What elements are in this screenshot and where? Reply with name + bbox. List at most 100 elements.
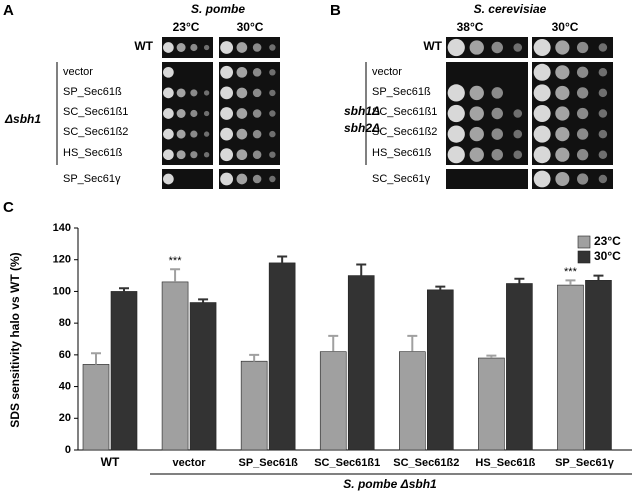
bar (506, 283, 533, 451)
plate (219, 169, 280, 189)
colony-spot (236, 128, 248, 140)
colony-spot (220, 107, 234, 120)
colony-spot (203, 90, 210, 96)
bar (110, 291, 138, 451)
colony-spot (236, 173, 248, 185)
colony-spot (236, 66, 248, 78)
colony-spot (203, 44, 210, 51)
colony-spot (533, 104, 551, 123)
y-tick-label: 120 (53, 254, 71, 266)
colony-spot (236, 108, 248, 119)
row-label: vector (372, 66, 402, 78)
colony-spot (555, 106, 570, 121)
column-label: 30°C (552, 20, 579, 34)
colony-spot (555, 40, 570, 55)
plate (162, 37, 213, 58)
colony-spot (469, 126, 484, 142)
bar (557, 284, 584, 451)
colony-spot (203, 131, 210, 137)
colony-spot (555, 85, 570, 100)
colony-spot (555, 127, 570, 142)
colony-spot (469, 85, 484, 101)
colony-spot (513, 109, 523, 118)
colony-spot (577, 173, 589, 185)
bar (478, 357, 505, 451)
colony-spot (252, 109, 262, 118)
x-tick-label: SP_Sec61ß (238, 457, 298, 469)
colony-spot (220, 65, 234, 79)
legend-swatch (577, 235, 591, 249)
colony-spot (447, 38, 465, 57)
colony-spot (252, 88, 262, 98)
panel-label: B (330, 2, 341, 19)
colony-spot (533, 170, 551, 188)
colony-spot (269, 44, 276, 51)
colony-spot (576, 87, 589, 99)
row-label: SP_Sec61γ (63, 173, 121, 185)
error-bar (119, 287, 129, 292)
colony-spot (176, 109, 186, 118)
bar (82, 364, 110, 451)
colony-spot (598, 88, 608, 98)
error-bar (593, 274, 604, 281)
colony-spot (513, 129, 523, 139)
colony-spot (236, 87, 248, 99)
colony-spot (190, 151, 198, 159)
plate (219, 37, 280, 58)
bar (347, 275, 375, 451)
colony-spot (533, 125, 551, 143)
colony-spot (252, 129, 262, 139)
x-tick-label: SP_Sec61γ (555, 457, 615, 469)
row-label: SP_Sec61ß (63, 86, 122, 98)
bar (240, 360, 268, 451)
group-label: S. pombe Δsbh1 (343, 477, 437, 491)
colony-spot (469, 106, 484, 121)
colony-spot (598, 129, 608, 139)
panel-title: S. pombe (191, 2, 245, 16)
error-bar (486, 354, 497, 359)
colony-spot (469, 147, 484, 162)
colony-spot (269, 130, 276, 138)
colony-spot (252, 68, 262, 77)
colony-spot (491, 87, 503, 99)
colony-spot (252, 150, 262, 159)
colony-spot (220, 172, 234, 186)
plate (446, 169, 528, 189)
colony-spot (203, 152, 210, 158)
colony-spot (555, 172, 570, 186)
colony-spot (491, 128, 503, 140)
colony-spot (163, 108, 174, 119)
x-tick-label: SC_Sec61ß1 (314, 457, 380, 469)
colony-spot (269, 151, 276, 158)
colony-spot (176, 43, 186, 52)
colony-spot (491, 148, 503, 161)
error-bar (277, 255, 288, 263)
colony-spot (447, 125, 465, 143)
bar (319, 351, 347, 451)
colony-spot (491, 41, 503, 54)
colony-spot (447, 84, 465, 102)
x-tick-label: HS_Sec61ß (475, 457, 535, 469)
y-tick-label: 60 (59, 349, 71, 361)
y-tick-label: 100 (53, 285, 71, 297)
row-label: WT (423, 39, 442, 53)
annotation: *** (169, 255, 183, 267)
colony-spot (163, 128, 174, 140)
error-bar (514, 277, 525, 284)
colony-spot (576, 41, 589, 54)
row-label: SC_Sec61ß2 (372, 126, 437, 138)
colony-spot (598, 174, 608, 184)
legend-label: 30°C (594, 249, 621, 263)
colony-spot (163, 149, 174, 161)
annotation: *** (564, 266, 578, 278)
legend-swatch (577, 250, 591, 264)
colony-spot (220, 148, 234, 162)
colony-spot (163, 66, 174, 78)
colony-spot (252, 43, 262, 52)
colony-spot (491, 107, 503, 120)
colony-spot (269, 110, 276, 117)
strain-label: Δsbh1 (4, 112, 41, 126)
row-label: HS_Sec61ß (63, 147, 123, 159)
colony-spot (163, 87, 174, 99)
